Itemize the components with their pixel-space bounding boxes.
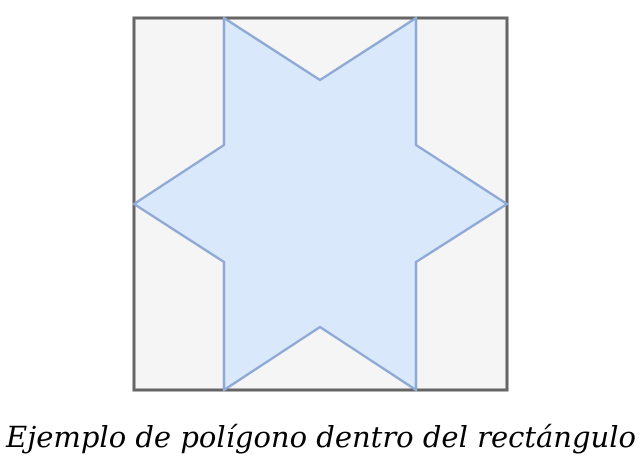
polygon-diagram [132, 16, 509, 392]
star-polygon [132, 16, 509, 392]
figure-caption: Ejemplo de polígono dentro del rectángul… [6, 420, 636, 454]
